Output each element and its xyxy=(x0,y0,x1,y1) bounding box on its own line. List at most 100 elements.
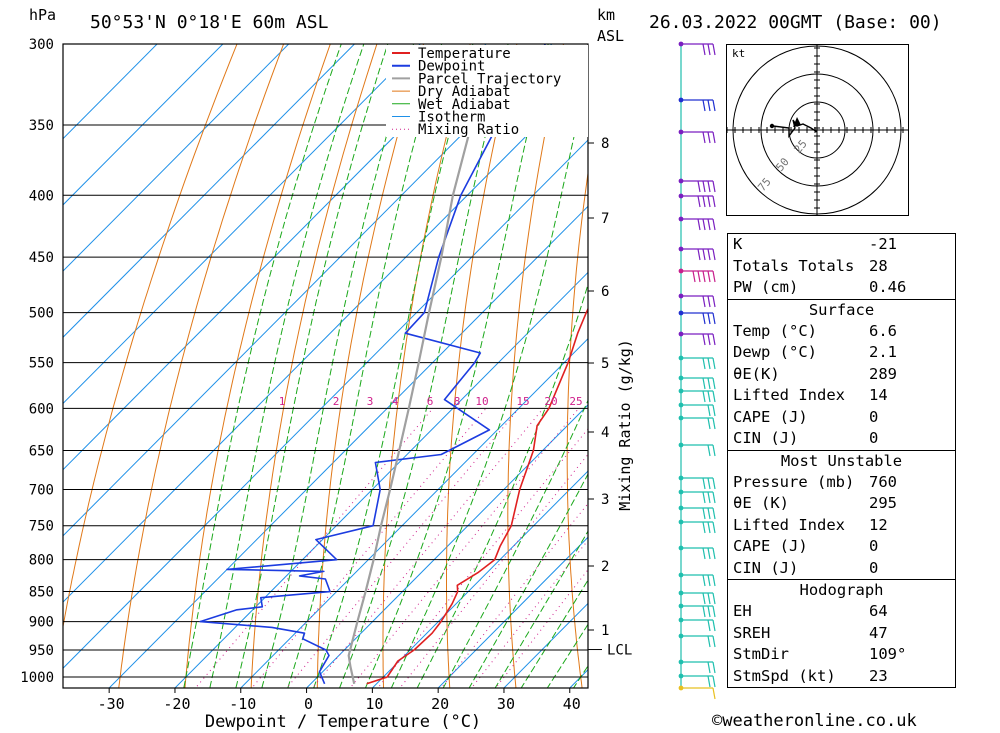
wind-level-dot xyxy=(678,545,684,551)
mixing-ratio-label: 10 xyxy=(475,395,488,408)
wind-level-dot xyxy=(678,590,684,596)
wind-barb-feather xyxy=(712,574,716,587)
wind-level-dot xyxy=(678,97,684,103)
wind-barb-feather xyxy=(712,605,716,618)
wind-barb-feather xyxy=(712,635,716,648)
dry-adiabat xyxy=(250,44,378,688)
wind-barb-feather xyxy=(712,507,716,520)
wind-barb-feather xyxy=(707,218,711,231)
wind-level-dot xyxy=(678,475,684,481)
parcel-trajectory-line xyxy=(347,77,484,685)
height-tick-label: 3 xyxy=(601,492,609,508)
x-tick-label: 30 xyxy=(497,695,515,713)
dry-adiabat xyxy=(507,44,565,688)
wind-barb-feather xyxy=(702,248,706,261)
mu-li-row: Lifted Index 12 xyxy=(733,515,888,534)
mixing-ratio-lines xyxy=(194,408,588,688)
wind-barb-feather xyxy=(707,661,711,674)
mixing-ratio-label: 20 xyxy=(544,395,557,408)
wind-barb-feather xyxy=(712,43,716,56)
hodo-endpoint xyxy=(769,123,775,129)
isotherm-line xyxy=(371,470,588,688)
wind-level-dot xyxy=(678,246,684,252)
pressure-tick-label: 500 xyxy=(29,306,54,322)
wind-barbs xyxy=(678,41,716,700)
height-tick-label: 5 xyxy=(601,356,609,372)
wind-level-dot xyxy=(678,216,684,222)
dry-adiabat xyxy=(382,44,471,688)
wind-level-dot xyxy=(678,310,684,316)
legend-label: Parcel Trajectory xyxy=(418,71,561,87)
copyright-link[interactable]: ©weatheronline.co.uk xyxy=(712,711,917,731)
wet-adiabat xyxy=(209,44,365,688)
height-tick-label: 2 xyxy=(601,559,609,575)
mixing-ratio-line xyxy=(377,428,588,688)
wet-adiabat xyxy=(287,44,443,688)
mu-cin-row: CIN (J) 0 xyxy=(733,558,879,577)
hodo-trace xyxy=(772,119,818,139)
wind-barb-feather xyxy=(712,547,716,560)
wind-level-dot xyxy=(678,519,684,525)
dry-adiabat xyxy=(566,169,588,688)
wind-level-dot xyxy=(678,505,684,511)
wind-level-dot xyxy=(678,442,684,448)
wind-barb-feather xyxy=(707,444,711,457)
pressure-tick-label: 600 xyxy=(29,401,54,417)
surface-theta-row: θE(K) 289 xyxy=(733,364,897,383)
isotherm-line xyxy=(63,44,290,272)
wind-barb-feather xyxy=(702,547,706,560)
wind-barb-feather xyxy=(702,477,706,490)
wind-barb-feather xyxy=(707,574,711,587)
mixing-ratio-line xyxy=(399,453,588,688)
plot-frame xyxy=(62,43,589,689)
wind-barb-feather xyxy=(707,43,711,56)
wind-barb-feather xyxy=(702,218,706,231)
isotherm-line xyxy=(240,337,588,688)
temperature-line xyxy=(366,307,588,685)
pw-row: PW (cm) 0.46 xyxy=(733,278,907,296)
mixing-ratio-label: 15 xyxy=(516,395,529,408)
wind-barb-feather xyxy=(707,357,711,370)
wind-level-dot xyxy=(678,388,684,394)
x-tick-label: 40 xyxy=(563,695,581,713)
height-tick-label: 8 xyxy=(601,136,609,152)
wind-barb-feather xyxy=(712,444,716,457)
dry-adiabat xyxy=(316,44,425,688)
isotherm-lines xyxy=(63,44,588,688)
wind-level-dot xyxy=(678,41,684,47)
wet-adiabat xyxy=(390,70,588,688)
wind-barb-feather xyxy=(712,404,716,417)
x-tick-label: 0 xyxy=(304,695,313,713)
mixing-ratio-label: 8 xyxy=(454,395,461,408)
wind-barb-feather xyxy=(707,619,711,632)
wind-barb-feather xyxy=(702,43,706,56)
surface-section: Surface Temp (°C) 6.6 Dewp (°C) 2.1 θE(K) 2… xyxy=(728,298,955,450)
wet-adiabat xyxy=(364,44,549,688)
wet-adiabat xyxy=(235,44,389,688)
wind-barb-feather xyxy=(702,180,706,193)
wind-level-dot xyxy=(678,659,684,665)
wind-barb-feather xyxy=(702,592,706,605)
basic-indices: K -21 Totals Totals 28 PW (cm) 0.46 xyxy=(728,234,955,299)
x-tick-label: -30 xyxy=(98,695,125,713)
wind-barb-feather xyxy=(697,180,701,193)
wind-barb-feather xyxy=(702,99,706,112)
mixing-ratio-label: 4 xyxy=(392,395,399,408)
wind-barb-feather xyxy=(707,131,711,144)
height-tick-label: 4 xyxy=(601,425,609,441)
wind-level-dot xyxy=(678,268,684,274)
pressure-tick-label: 700 xyxy=(29,482,54,498)
mu-cape-row: CAPE (J) 0 xyxy=(733,537,879,555)
isotherm-line xyxy=(437,536,588,688)
wind-barb-feather xyxy=(712,333,716,346)
wind-barb-feather xyxy=(707,491,711,504)
pressure-tick-label: 300 xyxy=(29,37,54,53)
isotherm-line xyxy=(63,139,588,669)
wind-barb-feather xyxy=(707,377,711,390)
pressure-tick-label: 400 xyxy=(29,188,54,204)
wind-barb-feather xyxy=(702,605,706,618)
dry-adiabat xyxy=(184,44,331,688)
wind-barb-feather xyxy=(712,248,716,261)
